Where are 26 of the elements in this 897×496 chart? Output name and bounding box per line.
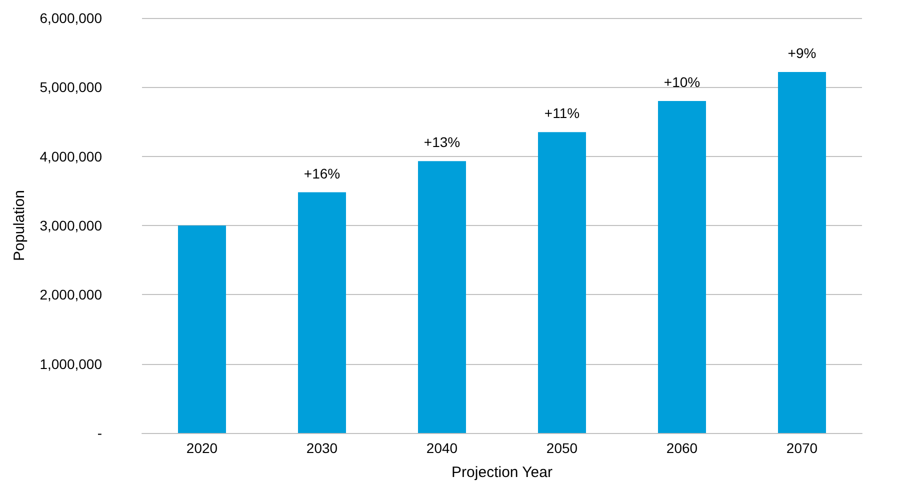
annotation: +13% xyxy=(424,134,460,150)
y-tick-label: 1,000,000 xyxy=(40,356,102,372)
y-tick-label: - xyxy=(97,425,102,441)
bar xyxy=(298,192,346,433)
annotation: +11% xyxy=(544,105,580,122)
bar xyxy=(538,132,586,433)
x-tick-label: 2050 xyxy=(546,440,578,456)
x-axis-title: Projection Year xyxy=(452,464,552,481)
annotation: +9% xyxy=(788,44,816,61)
bar xyxy=(778,72,826,433)
y-tick-label: 6,000,000 xyxy=(40,10,102,26)
x-tick-label: 2060 xyxy=(666,440,698,456)
y-tick-label: 3,000,000 xyxy=(40,218,102,234)
bar xyxy=(178,226,226,433)
bar xyxy=(418,161,466,433)
x-tick-label: 2030 xyxy=(306,440,338,456)
x-tick-label: 2020 xyxy=(186,440,218,456)
y-tick-label: 4,000,000 xyxy=(40,148,102,164)
y-tick-label: 2,000,000 xyxy=(40,286,102,303)
annotation: +16% xyxy=(304,165,340,182)
bar xyxy=(658,101,706,433)
y-tick-label: 5,000,000 xyxy=(40,79,102,96)
annotation: +10% xyxy=(664,74,700,90)
x-tick-label: 2070 xyxy=(786,440,818,456)
x-tick-label: 2040 xyxy=(426,440,458,456)
y-axis-title: Population xyxy=(11,190,28,261)
